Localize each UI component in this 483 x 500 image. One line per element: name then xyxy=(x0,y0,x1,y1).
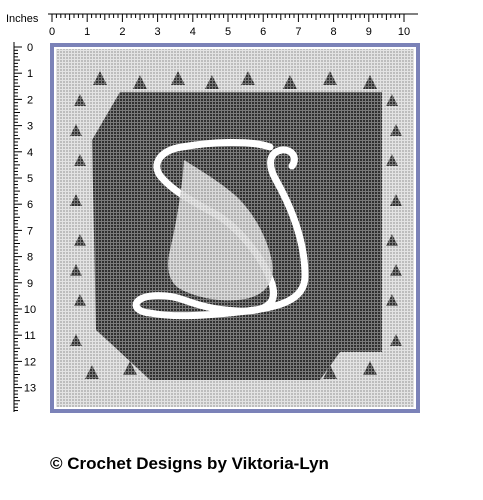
lace-scallop-top xyxy=(323,71,337,85)
lace-scallop-top xyxy=(205,75,219,89)
lace-scallop-left xyxy=(74,234,86,246)
left-ruler-label: 4 xyxy=(27,147,33,159)
top-ruler-label: 5 xyxy=(225,26,231,38)
lace-scallop-bottom xyxy=(323,365,337,379)
lace-scallop-top xyxy=(133,75,147,89)
left-ruler-label: 6 xyxy=(27,199,33,211)
lace-scallop-left xyxy=(70,264,82,276)
letter-d-motif xyxy=(92,92,382,380)
ruler-unit-label: Inches xyxy=(6,13,39,25)
left-ruler-label: 12 xyxy=(24,356,36,368)
top-ruler-label: 6 xyxy=(260,26,266,38)
letter-d-inner-mesh xyxy=(168,160,273,301)
left-ruler-label: 7 xyxy=(27,225,33,237)
lace-scallop-right xyxy=(390,264,402,276)
top-ruler-label: 2 xyxy=(119,26,125,38)
lace-scallop-left xyxy=(70,124,82,136)
left-ruler-label: 9 xyxy=(27,278,33,290)
lace-scallop-bottom xyxy=(363,361,377,375)
top-ruler-label: 10 xyxy=(398,26,410,38)
lace-scallop-right xyxy=(386,154,398,166)
top-ruler-label: 8 xyxy=(331,26,337,38)
lace-scallop-top xyxy=(283,75,297,89)
lace-scallop-right xyxy=(390,334,402,346)
copyright-text: © Crochet Designs by Viktoria-Lyn xyxy=(50,454,329,473)
left-ruler-label: 3 xyxy=(27,121,33,133)
lace-scallop-bottom xyxy=(85,365,99,379)
left-ruler-label: 11 xyxy=(24,330,35,342)
lace-scallop-right xyxy=(390,124,402,136)
left-ruler-label: 2 xyxy=(27,94,33,106)
left-ruler-label: 8 xyxy=(27,252,33,264)
left-ruler-label: 5 xyxy=(27,173,33,185)
left-ruler-label: 1 xyxy=(27,68,33,80)
left-ruler-label: 13 xyxy=(24,383,36,395)
top-ruler: 0 1 2 3 4 5 6 7 8 9 10 xyxy=(48,13,418,38)
lace-scallop-left xyxy=(74,294,86,306)
lace-scallop-right xyxy=(386,94,398,106)
lace-scallop-top xyxy=(171,71,185,85)
top-ruler-label: 0 xyxy=(49,26,55,38)
lace-scallop-bottom xyxy=(123,361,137,375)
lace-scallop-top xyxy=(363,75,377,89)
lace-scallop-right xyxy=(390,194,402,206)
lace-scallop-right xyxy=(386,234,398,246)
lace-scallop-left xyxy=(70,194,82,206)
top-ruler-label: 3 xyxy=(155,26,161,38)
lace-scallop-left xyxy=(74,154,86,166)
left-ruler-label: 0 xyxy=(27,42,33,54)
lace-scallop-right xyxy=(386,294,398,306)
left-ruler-label: 10 xyxy=(24,304,36,316)
chart-area xyxy=(50,43,420,413)
lace-scallop-left xyxy=(70,334,82,346)
top-ruler-label: 9 xyxy=(366,26,372,38)
lace-scallop-top xyxy=(241,71,255,85)
top-ruler-label: 4 xyxy=(190,26,196,38)
lace-scallop-top xyxy=(93,71,107,85)
lace-scallop-left xyxy=(74,94,86,106)
top-ruler-label: 1 xyxy=(84,26,90,38)
top-ruler-label: 7 xyxy=(295,26,301,38)
